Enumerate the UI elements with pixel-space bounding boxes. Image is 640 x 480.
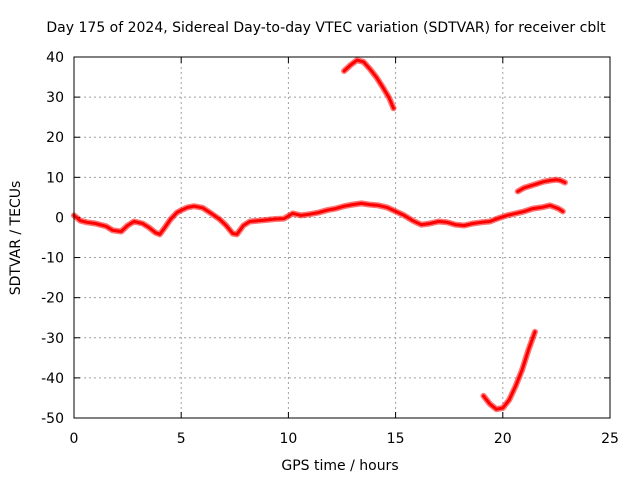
y-tick-label: 10 <box>46 170 64 186</box>
plot-frame <box>73 56 611 419</box>
x-tick-labels: 0 5 10 15 20 25 <box>70 431 619 447</box>
y-tick-label: -20 <box>41 291 64 307</box>
x-tick-label: 5 <box>177 431 186 447</box>
x-axis-label: GPS time / hours <box>281 458 398 474</box>
y-tick-label: 20 <box>46 130 64 146</box>
y-tick-label: 30 <box>46 90 64 106</box>
x-tick-label: 15 <box>387 431 405 447</box>
series-line-main-trace <box>72 201 565 236</box>
x-tick-label: 25 <box>601 431 619 447</box>
y-tick-label: -30 <box>41 331 64 347</box>
series-line-lower-arc <box>482 330 537 411</box>
chart-title: Day 175 of 2024, Sidereal Day-to-day VTE… <box>46 20 606 36</box>
data-series <box>71 57 568 413</box>
y-tick-label: -10 <box>41 251 64 267</box>
series-line-upper-arc <box>342 58 395 110</box>
x-tick-label: 0 <box>70 431 79 447</box>
y-axis-label: SDTVAR / TECUs <box>8 181 24 296</box>
y-tick-labels: 40 30 20 10 0 -10 -20 -30 -40 -50 <box>41 50 64 427</box>
x-tick-label: 20 <box>494 431 512 447</box>
y-tick-label: 40 <box>46 50 64 66</box>
y-tick-label: 0 <box>55 210 64 226</box>
x-tick-label: 10 <box>279 431 297 447</box>
y-tick-label: -50 <box>41 411 64 427</box>
series-line-late-positive-branch <box>516 178 567 193</box>
y-tick-label: -40 <box>41 371 64 387</box>
